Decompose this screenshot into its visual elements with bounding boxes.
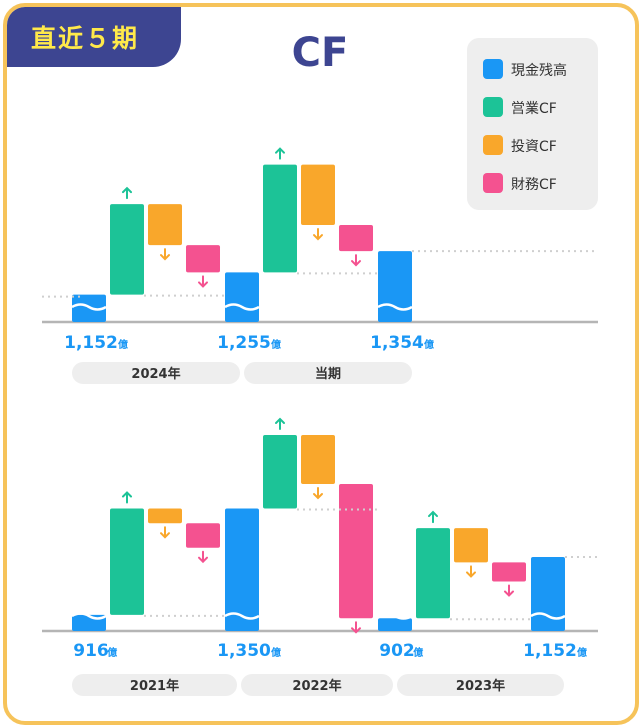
fin-bar-0-0 (186, 245, 220, 273)
inv-arrow-0-1 (313, 228, 323, 241)
cash-bar-1-3 (531, 557, 565, 631)
cash-bar-0-2 (378, 251, 412, 322)
cash-unit-1-1: 億 (271, 646, 281, 659)
inv-arrow-0-0 (160, 248, 170, 261)
cash-label-1-2: 902 (379, 641, 415, 661)
cash-label-1-0: 916 (73, 641, 109, 661)
cash-bar-0-1 (225, 272, 259, 322)
fin-arrow-0-0 (198, 275, 208, 288)
cash-unit-0-1: 億 (271, 338, 281, 351)
cash-bar-break-0-2 (377, 303, 413, 311)
fin-arrow-1-0 (198, 550, 208, 564)
year-box-1-2 (397, 674, 564, 696)
cash-unit-1-3: 億 (577, 646, 587, 659)
inv-bar-1-2 (454, 528, 488, 563)
cash-label-1-1: 1,350 (217, 641, 271, 661)
cash-unit-0-0: 億 (118, 338, 128, 351)
op-arrow-1-0 (122, 491, 132, 504)
op-arrow-1-2 (428, 510, 438, 524)
legend-label-inv: 投資CF (511, 139, 557, 155)
op-bar-0-1 (263, 164, 297, 273)
cash-bar-break-1-1 (224, 612, 260, 620)
year-box-1-0 (72, 674, 237, 696)
fin-bar-1-0 (186, 523, 220, 548)
year-box-0-1 (244, 362, 412, 384)
year-label-0-1: 当期 (315, 366, 341, 382)
chart-title: CF (291, 30, 349, 76)
badge-label: 直近５期 (31, 24, 140, 53)
legend-swatch-cash (483, 59, 503, 79)
legend-label-cash: 現金残高 (511, 63, 567, 79)
legend-swatch-inv (483, 135, 503, 155)
op-bar-0-0 (110, 204, 144, 295)
inv-arrow-1-0 (160, 526, 170, 539)
cash-label-1-3: 1,152 (523, 641, 577, 661)
year-label-1-1: 2022年 (292, 678, 341, 694)
cash-bar-break-0-1 (224, 303, 260, 311)
cash-bar-break-1-3 (530, 612, 566, 620)
badge: 直近５期 (7, 7, 181, 67)
inv-bar-0-1 (301, 164, 335, 226)
cash-bar-1-1 (225, 508, 259, 631)
op-arrow-1-1 (275, 417, 285, 430)
year-box-1-1 (241, 674, 393, 696)
fin-bar-0-1 (339, 225, 373, 252)
inv-arrow-1-2 (466, 565, 476, 578)
op-bar-1-0 (110, 508, 144, 615)
inv-arrow-1-1 (313, 487, 323, 500)
cash-bar-1-2 (378, 618, 412, 631)
legend: 現金残高 営業CF 投資CF 財務CF (467, 38, 598, 210)
legend-label-op: 営業CF (511, 101, 557, 117)
year-label-1-2: 2023年 (456, 678, 505, 694)
inv-bar-0-0 (148, 204, 182, 246)
fin-bar-1-2 (492, 562, 526, 582)
op-bar-1-2 (416, 528, 450, 619)
cash-bar-break-1-0 (71, 612, 107, 620)
legend-swatch-fin (483, 173, 503, 193)
cash-label-0-2: 1,354 (370, 333, 424, 353)
cash-unit-1-2: 億 (413, 646, 423, 659)
cash-unit-1-0: 億 (107, 646, 117, 659)
fin-bar-1-1 (339, 484, 373, 619)
cash-label-0-1: 1,255 (217, 333, 271, 353)
fin-arrow-0-1 (351, 254, 361, 267)
year-label-0-0: 2024年 (131, 366, 180, 382)
op-bar-1-1 (263, 435, 297, 509)
inv-bar-1-1 (301, 435, 335, 484)
op-arrow-0-0 (122, 186, 132, 200)
fin-arrow-1-2 (504, 584, 514, 597)
legend-label-fin: 財務CF (511, 177, 557, 193)
cash-label-0-0: 1,152 (64, 333, 118, 353)
year-box-0-0 (72, 362, 240, 384)
fin-arrow-1-1 (351, 621, 361, 634)
op-arrow-0-1 (275, 147, 285, 160)
legend-swatch-op (483, 97, 503, 117)
year-label-1-0: 2021年 (130, 678, 179, 694)
cash-bar-break-1-2 (377, 612, 413, 620)
inv-bar-1-0 (148, 508, 182, 524)
cash-bar-break-0-0 (71, 303, 107, 311)
cash-unit-0-2: 億 (424, 338, 434, 351)
